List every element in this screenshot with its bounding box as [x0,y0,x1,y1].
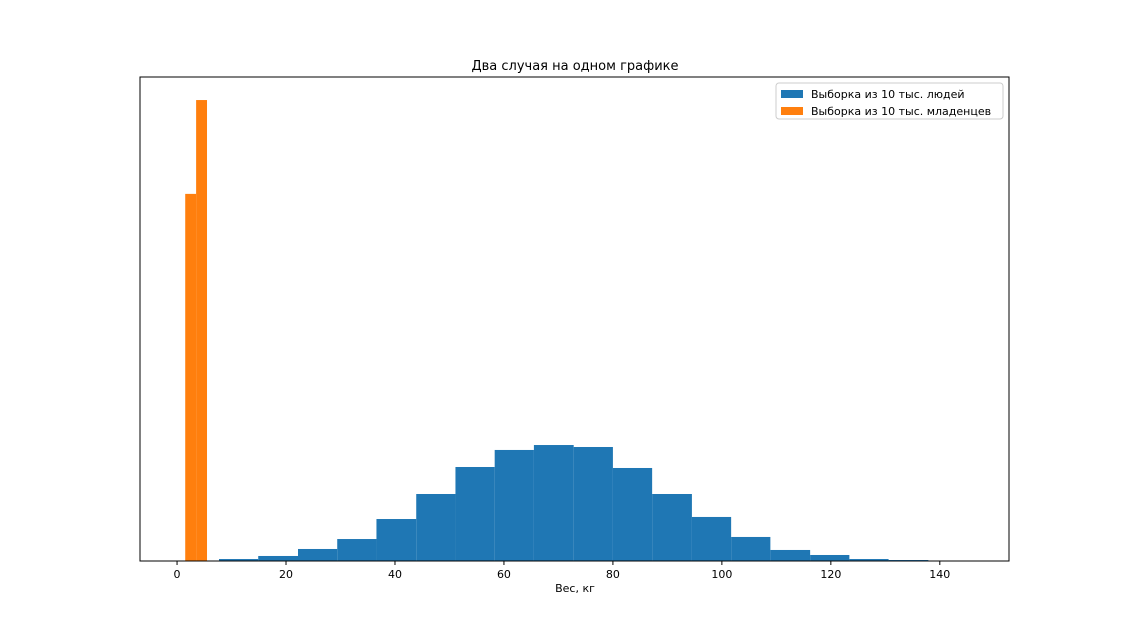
plot-area: 0 20 40 60 80 100 120 140 [174,100,950,581]
x-tick-label: 100 [711,568,732,581]
bar [337,539,377,561]
bar [652,493,692,561]
bar [573,446,613,561]
x-tick-label: 20 [279,568,293,581]
bar [416,493,456,561]
bar [612,467,653,561]
bar [533,445,574,561]
x-tick-label: 40 [388,568,402,581]
legend-swatch [781,107,803,115]
bar [810,554,850,561]
bar [770,549,811,561]
bar [455,466,495,561]
x-tick-label: 120 [820,568,841,581]
legend-label: Выборка из 10 тыс. младенцев [811,105,991,118]
bar [731,536,771,561]
chart-title: Два случая на одном графике [471,59,678,74]
legend: Выборка из 10 тыс. людей Выборка из 10 ты… [775,82,1004,120]
x-tick-label: 0 [174,568,181,581]
bar [258,555,298,561]
bar [196,100,208,562]
legend-box [775,82,1004,120]
legend-label: Выборка из 10 тыс. людей [811,88,965,101]
bar [494,449,534,561]
x-tick-label: 80 [606,568,620,581]
bar [849,559,889,561]
x-tick-label: 140 [929,568,950,581]
bar [376,519,417,561]
bar [691,516,732,561]
bar [298,548,338,561]
bar [219,559,259,561]
axes-frame [139,76,1010,562]
x-tick-label: 60 [497,568,511,581]
x-axis-label: Вес, кг [555,582,595,595]
legend-swatch [781,90,803,98]
bar [185,193,197,562]
